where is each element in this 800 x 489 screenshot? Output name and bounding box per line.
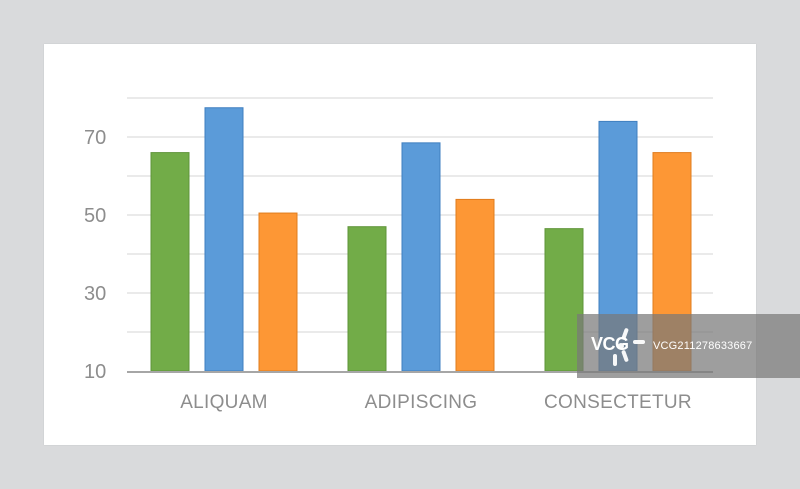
bar-aliquam-series-2 (204, 107, 244, 372)
y-axis-ticks: 10 30 50 70 (84, 127, 106, 383)
category-label: ALIQUAM (180, 392, 268, 413)
bar-consectetur-series-1 (544, 228, 584, 372)
y-tick-label: 70 (84, 127, 106, 149)
y-tick-label: 50 (84, 205, 106, 227)
watermark: VCG VCG211278633667 (577, 314, 800, 378)
y-tick-label: 10 (84, 361, 106, 383)
bar-aliquam-series-3 (258, 212, 298, 372)
bar-chart: 10 30 50 70 ALIQUAM ADIPISCING CONSECTETUR (84, 97, 713, 413)
bar-adipiscing-series-3 (455, 198, 495, 372)
bars (150, 107, 692, 372)
bar-adipiscing-series-2 (401, 142, 441, 372)
watermark-logo-text: VCG (591, 334, 629, 354)
vcg-logo: VCG (577, 314, 651, 378)
chart-card: 10 30 50 70 ALIQUAM ADIPISCING CONSECTETUR (44, 44, 756, 445)
watermark-id: VCG211278633667 (653, 340, 753, 352)
y-tick-label: 30 (84, 283, 106, 305)
bar-adipiscing-series-1 (347, 226, 387, 372)
category-labels: ALIQUAM ADIPISCING CONSECTETUR (180, 392, 692, 413)
category-label: CONSECTETUR (544, 392, 692, 413)
category-label: ADIPISCING (365, 392, 478, 413)
bar-aliquam-series-1 (150, 152, 190, 372)
